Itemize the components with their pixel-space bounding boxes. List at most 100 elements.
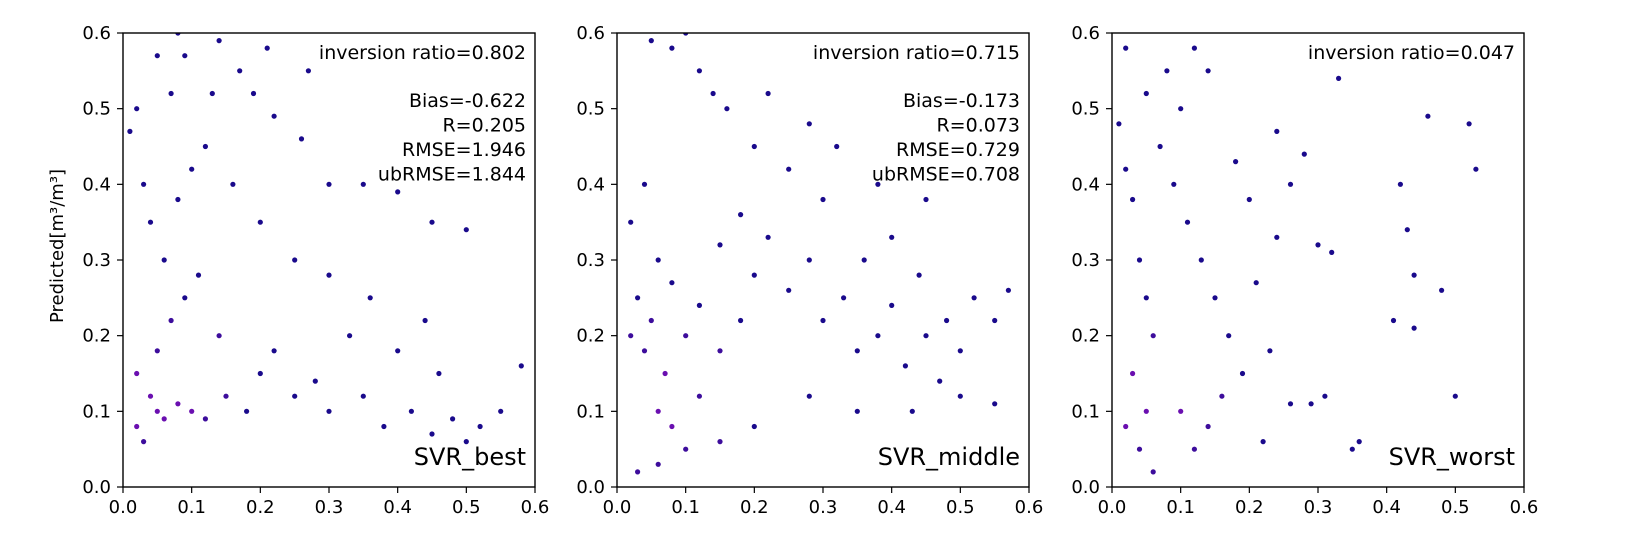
x-tick-label: 0.0 xyxy=(603,497,632,518)
data-point xyxy=(1315,242,1321,248)
data-point xyxy=(1143,295,1149,301)
data-point xyxy=(710,90,716,97)
data-point xyxy=(141,439,147,445)
data-point xyxy=(518,363,524,369)
inversion-ratio-label: inversion ratio=0.047 xyxy=(1308,42,1515,64)
data-point xyxy=(429,219,435,225)
x-tick-label: 0.0 xyxy=(1098,497,1127,518)
x-tick-label: 0.6 xyxy=(521,497,550,518)
data-point xyxy=(1143,408,1149,414)
stat-label: R=0.073 xyxy=(936,115,1020,137)
data-point xyxy=(298,136,305,142)
x-tick-label: 0.4 xyxy=(877,497,906,518)
data-point xyxy=(395,348,401,354)
data-point xyxy=(641,181,648,187)
data-point xyxy=(189,166,195,172)
data-point xyxy=(271,348,277,354)
data-point xyxy=(168,317,174,324)
data-point xyxy=(498,408,504,414)
data-point xyxy=(463,227,469,233)
x-tick-label: 0.1 xyxy=(1166,497,1195,518)
data-point xyxy=(1267,348,1273,354)
data-point xyxy=(786,166,792,172)
data-point xyxy=(1123,423,1129,430)
data-point xyxy=(127,128,133,134)
data-point xyxy=(1452,393,1458,399)
data-point xyxy=(1301,151,1307,157)
data-point xyxy=(477,423,483,430)
data-point xyxy=(669,280,675,286)
model-label: SVR_middle xyxy=(878,443,1020,471)
data-point xyxy=(923,333,929,339)
x-tick-label: 0.2 xyxy=(1235,497,1264,518)
data-point xyxy=(738,212,744,218)
data-point xyxy=(360,181,366,187)
stat-label: R=0.205 xyxy=(442,115,526,137)
data-point xyxy=(1150,469,1156,475)
data-point xyxy=(422,317,428,324)
data-point xyxy=(1356,439,1362,445)
stat-label: RMSE=1.946 xyxy=(402,139,526,161)
data-point xyxy=(1164,68,1170,74)
data-point xyxy=(1205,68,1211,74)
data-point xyxy=(1157,143,1163,150)
data-point xyxy=(347,333,353,339)
data-point xyxy=(889,302,895,308)
data-point xyxy=(1411,272,1417,278)
data-point xyxy=(1287,181,1294,187)
data-point xyxy=(1260,439,1266,445)
data-point xyxy=(250,90,257,97)
data-point xyxy=(381,423,387,430)
data-point xyxy=(820,317,826,324)
data-point xyxy=(751,143,757,150)
data-point xyxy=(854,408,860,414)
y-tick-label: 0.5 xyxy=(82,99,111,120)
data-point xyxy=(1130,370,1136,377)
data-point xyxy=(292,257,298,263)
data-point xyxy=(992,401,998,407)
data-point xyxy=(1212,295,1218,301)
y-tick-label: 0.2 xyxy=(576,326,605,347)
y-tick-label: 0.1 xyxy=(576,401,605,422)
y-tick-label: 0.2 xyxy=(82,326,111,347)
x-tick-label: 0.2 xyxy=(740,497,769,518)
data-point xyxy=(360,393,366,399)
plot-frame xyxy=(1111,32,1525,488)
data-point xyxy=(1336,75,1342,81)
data-point xyxy=(1191,45,1197,51)
x-tick-label: 0.5 xyxy=(1441,497,1470,518)
data-point xyxy=(751,272,757,278)
stat-label: Bias=-0.173 xyxy=(903,90,1020,112)
points-group xyxy=(127,33,524,445)
stat-label: ubRMSE=1.844 xyxy=(378,164,526,186)
data-point xyxy=(717,242,723,248)
data-point xyxy=(1287,401,1294,407)
data-point xyxy=(436,370,442,377)
data-point xyxy=(957,393,963,399)
data-point xyxy=(1233,159,1239,165)
stat-label: RMSE=0.729 xyxy=(896,139,1020,161)
data-point xyxy=(182,53,188,59)
inversion-ratio-label: inversion ratio=0.715 xyxy=(813,42,1020,64)
data-point xyxy=(195,272,202,278)
data-point xyxy=(450,416,456,422)
data-point xyxy=(875,333,881,339)
stat-label: ubRMSE=0.708 xyxy=(872,164,1020,186)
data-point xyxy=(1439,287,1445,293)
data-point xyxy=(724,106,730,112)
scatter-panel-1: 0.0 0.1 0.2 0.3 0.4 0.5 0.6 0.0 0.1 0.2 0.3 0.4 0.5 0… xyxy=(82,23,549,518)
data-point xyxy=(134,423,140,430)
y-tick-label: 0.1 xyxy=(82,401,111,422)
data-point xyxy=(161,416,167,422)
data-point xyxy=(168,90,174,97)
data-point xyxy=(662,370,668,377)
data-point xyxy=(944,317,950,324)
data-point xyxy=(1178,408,1184,414)
data-point xyxy=(1274,128,1280,134)
data-point xyxy=(1005,287,1012,293)
data-point xyxy=(230,181,236,187)
data-point xyxy=(1239,370,1246,377)
data-point xyxy=(1116,121,1122,127)
data-point xyxy=(806,393,812,399)
